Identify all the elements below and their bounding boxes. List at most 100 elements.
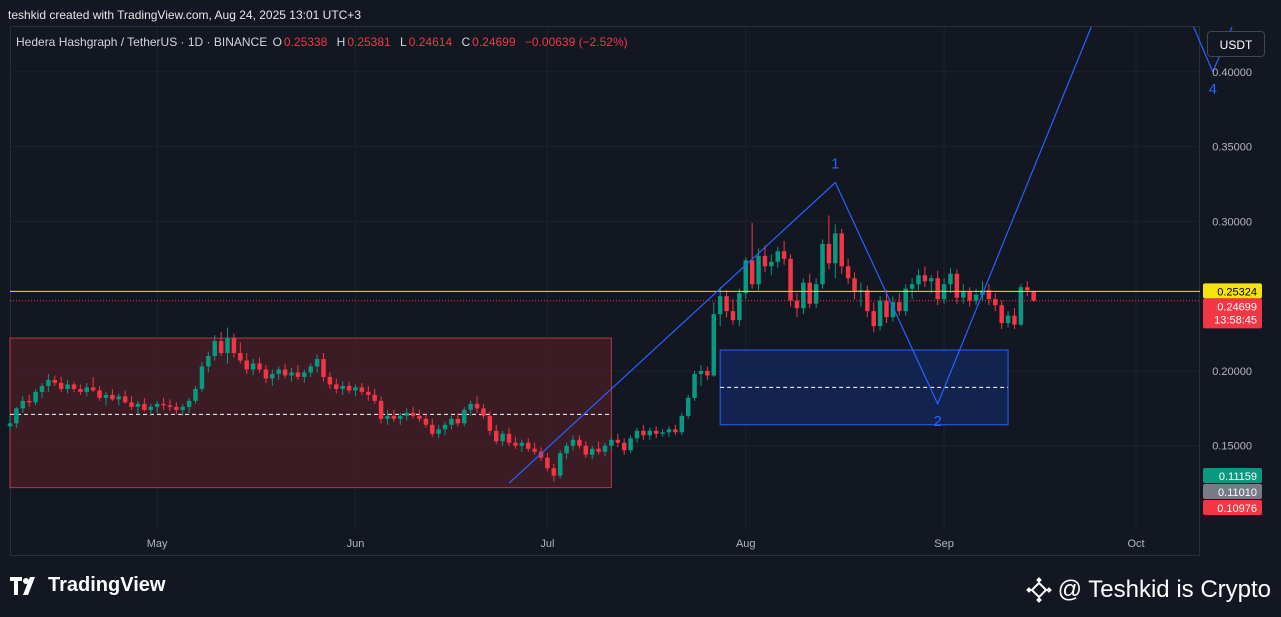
- author-credit-text: @ Teshkid is Crypto: [1057, 576, 1271, 603]
- tradingview-logo[interactable]: TradingView: [10, 574, 165, 597]
- y-tick-label: 0.15000: [1212, 441, 1252, 453]
- low-tag-1-text: 0.11159: [1219, 471, 1257, 483]
- candle: [430, 424, 435, 434]
- candle: [1025, 287, 1030, 291]
- elliott-wave-path: [508, 26, 1092, 484]
- level-price-tag-text: 0.25324: [1217, 286, 1257, 298]
- candle: [58, 382, 64, 389]
- candle: [532, 448, 537, 452]
- candle: [833, 233, 838, 264]
- candle: [1031, 291, 1036, 301]
- candle: [749, 260, 755, 285]
- candle: [340, 385, 345, 389]
- y-tick-label: 0.20000: [1212, 366, 1252, 378]
- candle: [423, 418, 429, 425]
- y-tick-label: 0.30000: [1212, 216, 1252, 228]
- candle: [865, 290, 870, 312]
- candle: [756, 255, 761, 285]
- tradingview-brand: TradingView: [48, 574, 166, 596]
- currency-button[interactable]: USDT: [1207, 31, 1265, 57]
- price-levels: [10, 290, 1200, 302]
- candle: [26, 400, 32, 403]
- candle: [468, 403, 473, 410]
- open-value: 0.25338: [283, 35, 328, 49]
- candle: [935, 278, 940, 300]
- candle: [673, 429, 678, 433]
- candle: [730, 311, 736, 321]
- candle: [999, 305, 1004, 324]
- candle: [244, 360, 249, 370]
- low-tag-1: [1203, 468, 1262, 483]
- candle: [199, 366, 205, 389]
- candle: [142, 403, 147, 410]
- candle: [877, 300, 883, 327]
- candle: [257, 363, 262, 370]
- wave-label-4: 4: [1209, 81, 1217, 98]
- candle: [897, 302, 902, 312]
- candle: [289, 372, 294, 376]
- candle: [660, 432, 665, 434]
- candle: [794, 300, 800, 309]
- candle: [615, 439, 621, 443]
- candle: [327, 376, 333, 385]
- candle: [250, 363, 256, 370]
- candle: [609, 439, 614, 446]
- candle: [436, 429, 441, 434]
- low-label: L: [400, 35, 407, 49]
- candle: [724, 296, 729, 312]
- candle: [462, 409, 467, 424]
- low-tag-3-text: 0.10976: [1217, 503, 1257, 515]
- candle: [493, 430, 499, 442]
- candle: [225, 338, 230, 354]
- candle: [916, 275, 921, 285]
- candle: [513, 442, 518, 446]
- last-price-tag-text: 0.24699: [1217, 301, 1257, 313]
- candle: [90, 387, 96, 391]
- candle: [1012, 315, 1017, 325]
- candle: [110, 394, 115, 400]
- candle: [839, 233, 844, 267]
- candle: [321, 359, 326, 377]
- x-tick-label: Aug: [736, 538, 756, 550]
- symbol-label[interactable]: Hedera Hashgraph / TetherUS · 1D · BINAN…: [16, 35, 268, 49]
- candle: [385, 415, 390, 419]
- candle: [449, 418, 454, 425]
- candles: [7, 215, 1036, 482]
- candle: [97, 390, 102, 398]
- candle: [820, 243, 825, 285]
- axes: 0.40000 0.35000 0.30000 0.20000 0.15000 May Ju…: [147, 67, 1252, 550]
- candle: [679, 415, 685, 433]
- last-price-tag: [1203, 298, 1262, 329]
- candle: [270, 373, 275, 379]
- candle: [231, 338, 237, 354]
- candle: [481, 408, 486, 416]
- candle: [909, 284, 915, 289]
- candle: [826, 243, 832, 264]
- candle: [993, 299, 998, 306]
- chart-caption: teshkid created with TradingView.com, Au…: [8, 8, 361, 22]
- candle: [769, 261, 774, 267]
- candle: [1005, 315, 1011, 324]
- ohlc-legend: Hedera Hashgraph / TetherUS · 1D · BINAN…: [16, 35, 634, 49]
- candle: [801, 282, 806, 309]
- candle: [538, 451, 544, 458]
- candle: [788, 258, 793, 301]
- candle: [417, 415, 422, 419]
- candle: [845, 266, 851, 279]
- candle: [46, 379, 51, 386]
- candle: [705, 370, 710, 376]
- candle: [884, 300, 889, 318]
- wave-label-2: 2: [934, 413, 942, 430]
- candle: [474, 403, 480, 409]
- candle: [398, 415, 403, 419]
- candle: [666, 429, 672, 433]
- candle: [986, 290, 992, 300]
- candle: [653, 430, 659, 434]
- candle: [557, 453, 563, 476]
- candle: [39, 385, 45, 392]
- change-value: −0.00639 (−2.52%): [524, 35, 628, 49]
- candle: [346, 385, 352, 391]
- candle: [692, 373, 697, 398]
- candle: [186, 400, 192, 407]
